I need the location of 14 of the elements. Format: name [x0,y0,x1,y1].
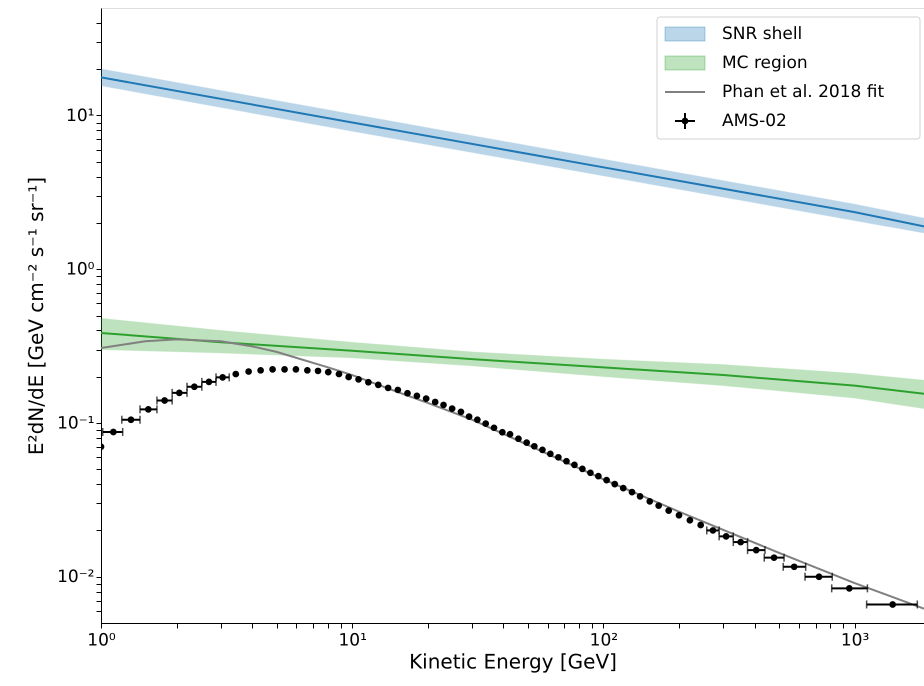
legend-label: SNR shell [722,24,802,44]
x-tick-label: 10¹ [338,630,367,650]
x-axis-title: Kinetic Energy [GeV] [409,650,617,674]
x-tick-label: 10³ [840,630,870,650]
x-tick-label: 10⁰ [87,630,116,650]
legend-label: MC region [722,53,808,73]
y-tick-label: 10⁻¹ [57,413,94,434]
y-tick-label: 10¹ [66,106,94,126]
y-axis-title: E²dN/dE [GeV cm⁻² s⁻¹ sr⁻¹] [24,176,48,456]
legend-label: Phan et al. 2018 fit [722,82,884,102]
y-tick-label: 10⁻² [57,567,94,588]
x-tick-label: 10² [590,630,618,650]
legend-label: AMS-02 [722,111,787,131]
y-tick-label: 10⁰ [66,260,95,280]
